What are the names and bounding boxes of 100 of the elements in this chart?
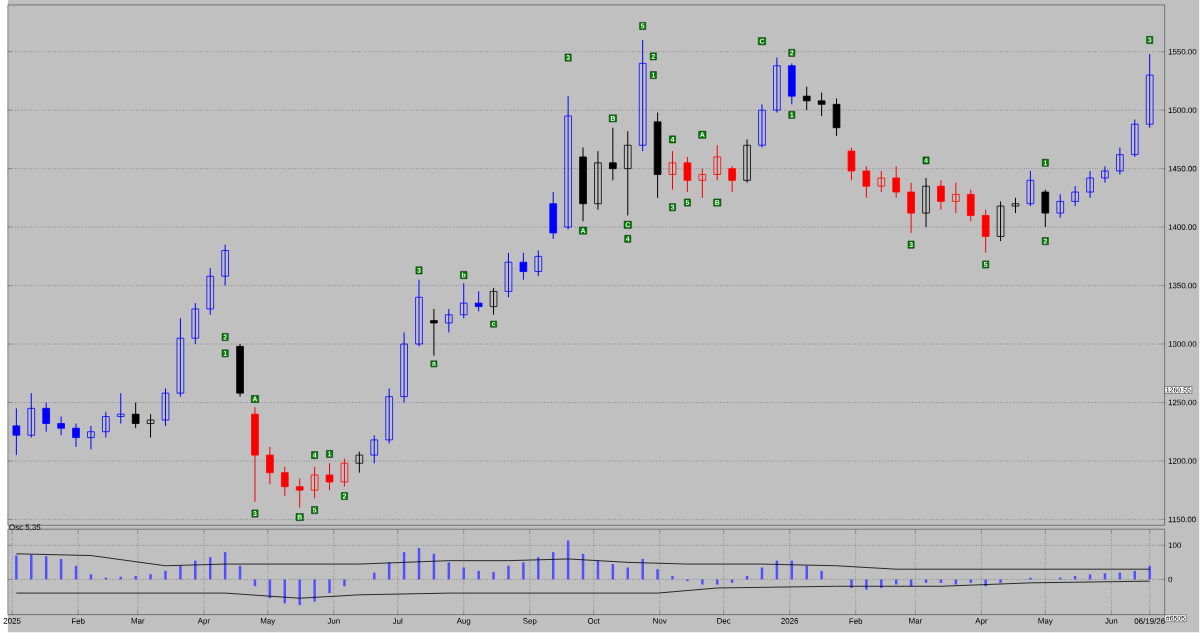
candlestick <box>1026 170 1035 207</box>
candlestick <box>266 446 274 486</box>
candlestick <box>370 434 379 465</box>
candlestick <box>1041 189 1050 228</box>
candlestick <box>862 166 871 199</box>
candlestick <box>519 252 528 281</box>
bar <box>1148 566 1151 580</box>
bar <box>15 555 18 580</box>
bar <box>477 571 480 580</box>
candlestick <box>27 392 36 439</box>
candlestick <box>72 423 80 448</box>
candlestick <box>713 145 722 182</box>
candlestick <box>474 291 483 313</box>
candlestick <box>42 402 50 433</box>
candlestick <box>1116 147 1124 176</box>
candlestick <box>609 127 617 182</box>
candlestick <box>87 425 95 451</box>
bar <box>805 566 808 580</box>
candlestick <box>161 388 170 427</box>
candlestick <box>1145 53 1154 129</box>
candlestick <box>534 250 543 277</box>
candlestick <box>773 57 781 114</box>
candlestick <box>12 408 21 456</box>
candlestick <box>564 95 572 231</box>
bar <box>343 579 346 587</box>
candlestick <box>1056 194 1065 219</box>
candlestick <box>355 451 364 474</box>
candlestick <box>102 411 110 439</box>
bar <box>298 579 301 606</box>
bar <box>134 576 137 580</box>
candlestick <box>623 130 632 217</box>
candlestick <box>728 166 736 193</box>
candlestick <box>668 150 677 191</box>
bar <box>701 579 704 585</box>
candlestick <box>206 267 215 316</box>
candlestick <box>1101 166 1109 184</box>
candlestick <box>594 150 602 211</box>
bar <box>507 566 510 580</box>
candlestick <box>832 98 841 137</box>
candlestick <box>1130 119 1139 158</box>
candlestick <box>1086 170 1094 199</box>
candlestick <box>922 177 930 228</box>
candlestick <box>295 478 304 509</box>
candlestick <box>459 282 468 320</box>
candlestick <box>802 86 811 111</box>
candlestick <box>996 201 1005 242</box>
bar <box>671 576 674 580</box>
candlestick <box>817 92 826 117</box>
candlestick <box>981 209 990 254</box>
candlestick <box>415 279 423 348</box>
candlestick <box>176 318 185 398</box>
candlestick <box>325 463 334 491</box>
candlestick <box>892 166 900 199</box>
candlestick <box>1071 185 1079 207</box>
bar <box>537 557 540 580</box>
candlestick <box>445 308 453 334</box>
bar <box>149 574 152 580</box>
candlestick <box>937 180 945 211</box>
candlestick <box>385 388 393 445</box>
candlestick <box>310 466 319 500</box>
bar <box>462 567 465 580</box>
candlestick <box>877 170 886 193</box>
bar <box>30 555 33 580</box>
candlestick <box>131 402 140 429</box>
bar <box>656 569 659 580</box>
candlestick <box>340 458 349 488</box>
bar <box>894 579 898 585</box>
candlestick <box>221 244 229 287</box>
candlestick <box>430 308 438 357</box>
candlestick <box>116 392 125 425</box>
bar <box>820 571 823 580</box>
bar <box>939 579 943 584</box>
candlestick <box>952 182 960 214</box>
bar <box>313 579 316 602</box>
candlestick <box>698 168 707 199</box>
bar <box>999 579 1002 584</box>
bar <box>954 579 958 585</box>
bar <box>865 579 868 590</box>
bar <box>328 579 331 594</box>
bar <box>522 562 525 580</box>
candlestick <box>400 332 408 404</box>
bar <box>164 571 167 580</box>
bar <box>373 572 376 580</box>
bar <box>924 579 928 584</box>
candlestick <box>907 182 915 234</box>
bar <box>716 579 719 585</box>
candlestick <box>758 104 766 149</box>
bar <box>969 579 972 584</box>
candlestick <box>489 287 498 316</box>
bar <box>730 579 734 584</box>
candlestick <box>638 39 647 152</box>
candlestick <box>683 156 692 193</box>
candlestick <box>280 466 289 497</box>
candlestick <box>146 413 155 439</box>
candlestick <box>847 147 856 182</box>
bar <box>179 566 182 580</box>
candlestick <box>57 416 65 436</box>
candlestick <box>743 139 751 184</box>
candlestick <box>191 302 200 345</box>
candlestick <box>504 252 513 299</box>
